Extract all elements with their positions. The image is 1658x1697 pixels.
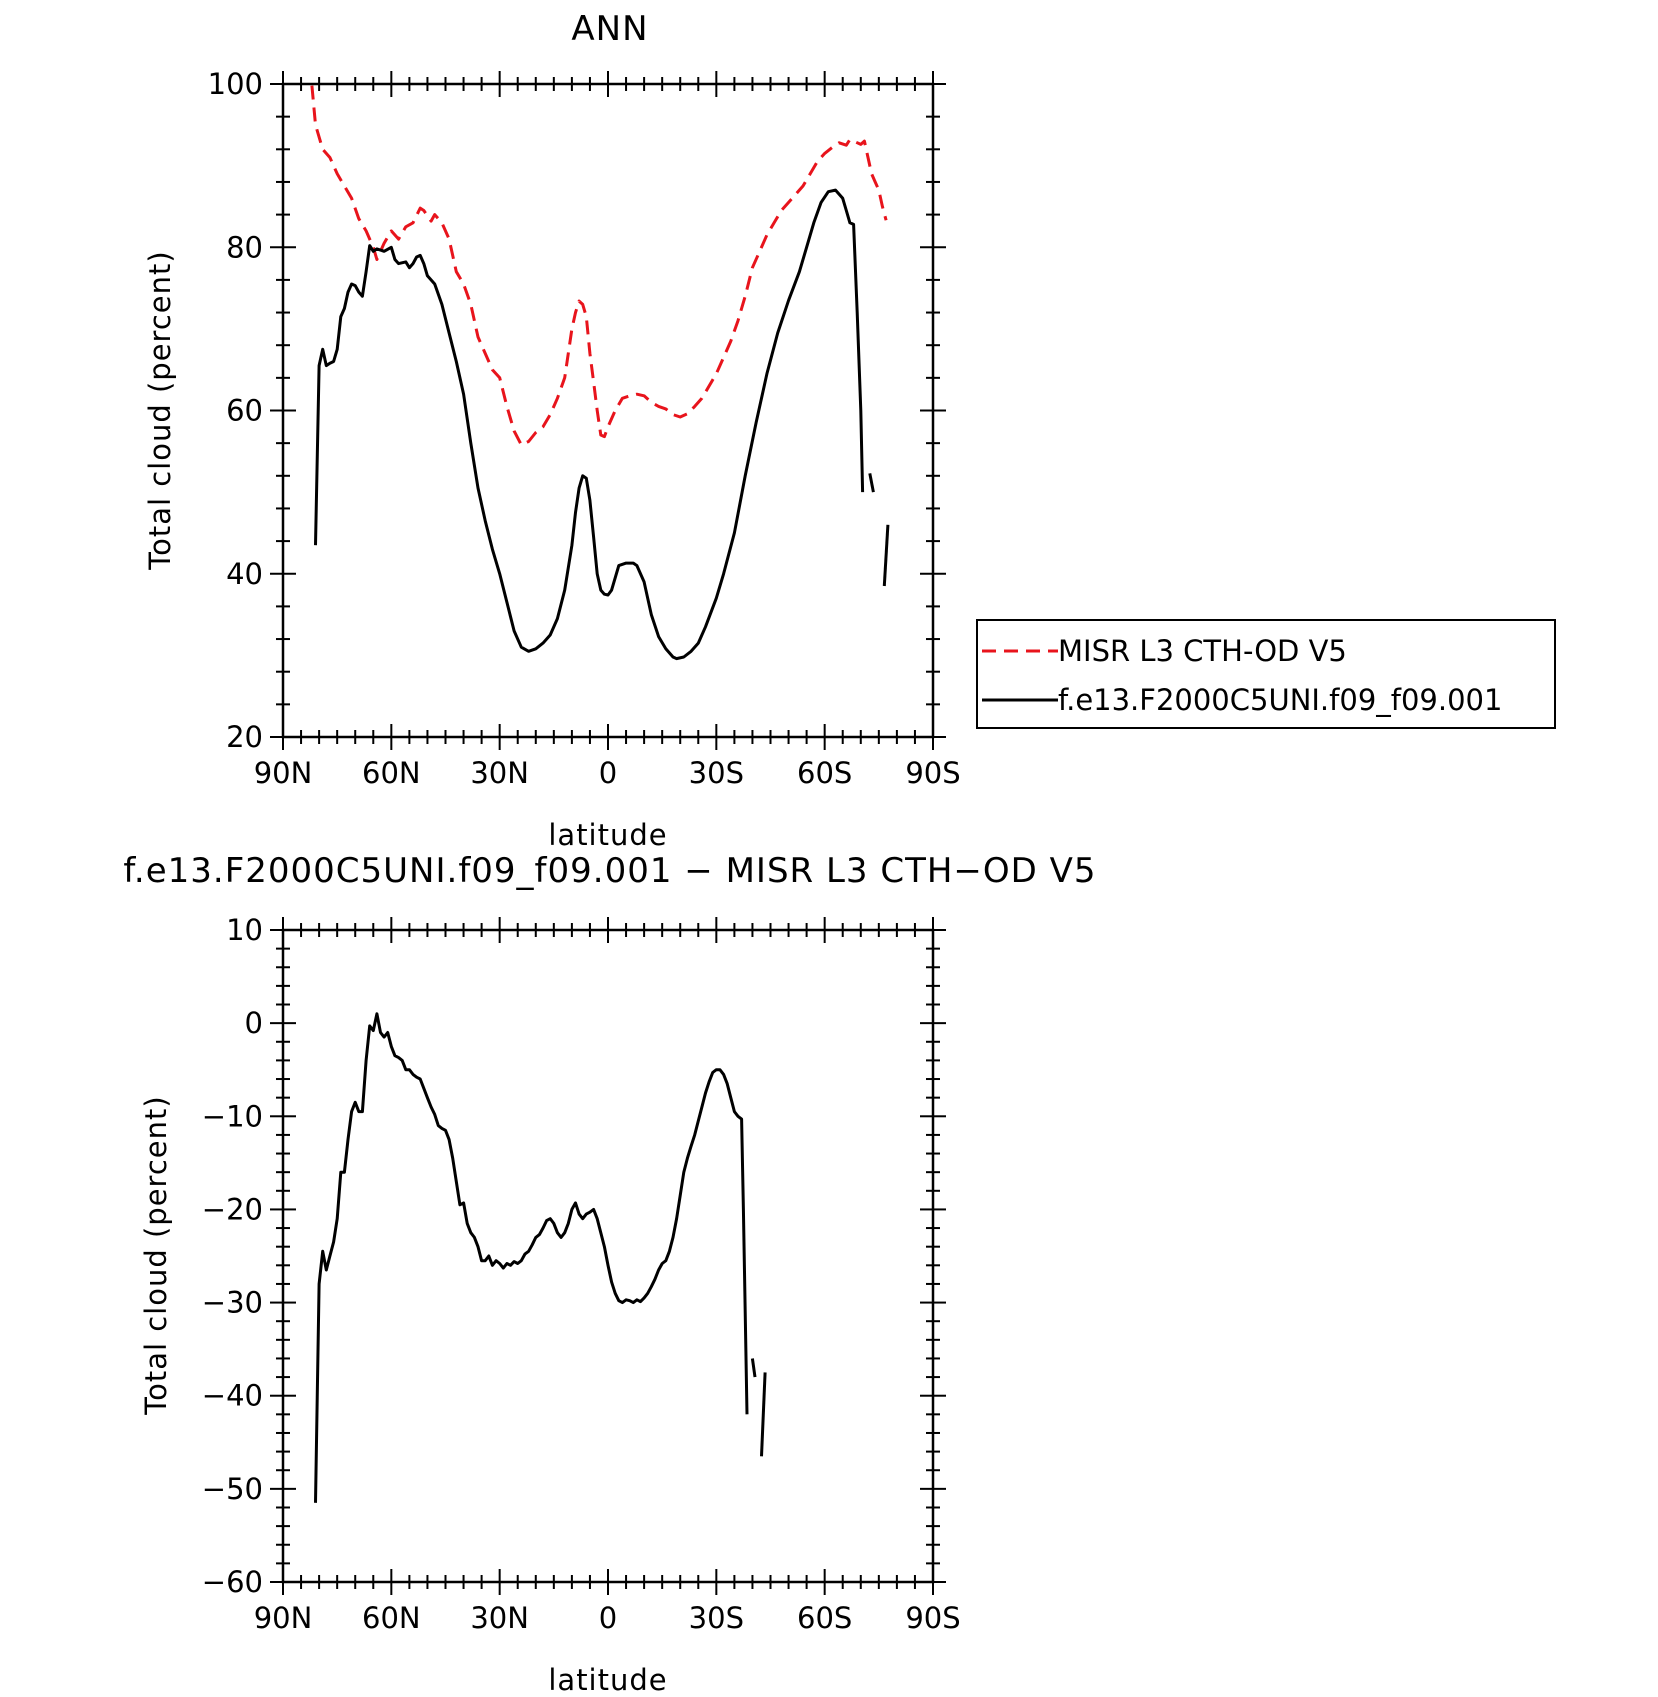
bottom-plot-frame (281, 928, 935, 1584)
x-tick-label: 60S (797, 1601, 852, 1635)
x-tick-label: 60N (362, 1601, 421, 1635)
bottom-y-tick-labels: 10 0 −10 −20 −30 −40 −50 −60 (202, 913, 263, 1599)
bottom-panel: f.e13.F2000C5UNI.f09_f09.001 − MISR L3 C… (123, 851, 1096, 1697)
top-x-tick-labels: 90N 60N 30N 0 30S 60S 90S (254, 756, 961, 790)
x-tick-label: 90S (905, 756, 960, 790)
x-tick-label: 60N (362, 756, 421, 790)
top-y-tick-labels: 100 80 60 40 20 (208, 67, 263, 754)
top-plot-frame (281, 82, 935, 739)
x-tick-label: 30S (689, 1601, 744, 1635)
bottom-y-axis-label: Total cloud (percent) (139, 1095, 173, 1415)
y-tick-label: −30 (202, 1286, 263, 1320)
model-series-line (314, 1012, 749, 1503)
x-tick-label: 90S (905, 1601, 960, 1635)
model-series-line (750, 1358, 757, 1378)
bottom-plot-marks (314, 1012, 767, 1503)
y-tick-label: −20 (202, 1192, 263, 1226)
y-tick-label: −40 (202, 1379, 263, 1413)
x-tick-label: 30N (470, 1601, 529, 1635)
y-tick-label: 40 (226, 557, 263, 591)
top-y-axis-label: Total cloud (percent) (143, 250, 177, 570)
model-series-line (314, 188, 865, 661)
x-tick-label: 30S (689, 756, 744, 790)
y-tick-label: 60 (226, 394, 263, 428)
model-series-line (882, 524, 890, 587)
y-tick-label: −60 (202, 1565, 263, 1599)
y-tick-label: −50 (202, 1472, 263, 1506)
y-tick-label: −10 (202, 1099, 263, 1133)
x-tick-label: 0 (599, 1601, 617, 1635)
top-x-axis-label: latitude (548, 818, 667, 852)
top-plot-marks (310, 85, 890, 661)
top-panel: ANN 100 80 60 40 20 90N 60N 30N 0 30S 60S 90S lati… (143, 9, 1556, 852)
top-chart-title: ANN (571, 9, 648, 49)
x-tick-label: 30N (470, 756, 529, 790)
x-tick-label: 60S (797, 756, 852, 790)
y-tick-label: 80 (226, 230, 263, 264)
y-tick-label: 10 (226, 913, 263, 947)
legend-box (976, 619, 1556, 729)
obs-series-line (310, 85, 888, 447)
legend-label-model: f.e13.F2000C5UNI.f09_f09.001 (1058, 683, 1502, 717)
x-tick-label: 90N (254, 1601, 313, 1635)
model-series-line (868, 473, 875, 493)
bottom-chart-title: f.e13.F2000C5UNI.f09_f09.001 − MISR L3 C… (123, 851, 1096, 891)
y-tick-label: 20 (226, 720, 263, 754)
legend: MISR L3 CTH-OD V5 f.e13.F2000C5UNI.f09_f… (976, 619, 1556, 729)
bottom-x-axis-label: latitude (548, 1663, 667, 1697)
bottom-x-tick-labels: 90N 60N 30N 0 30S 60S 90S (254, 1601, 961, 1635)
model-series-line (760, 1372, 767, 1457)
y-tick-label: 0 (245, 1006, 263, 1040)
y-tick-label: 100 (208, 67, 263, 101)
x-tick-label: 0 (599, 756, 617, 790)
x-tick-label: 90N (254, 756, 313, 790)
legend-label-obs: MISR L3 CTH-OD V5 (1058, 634, 1347, 668)
